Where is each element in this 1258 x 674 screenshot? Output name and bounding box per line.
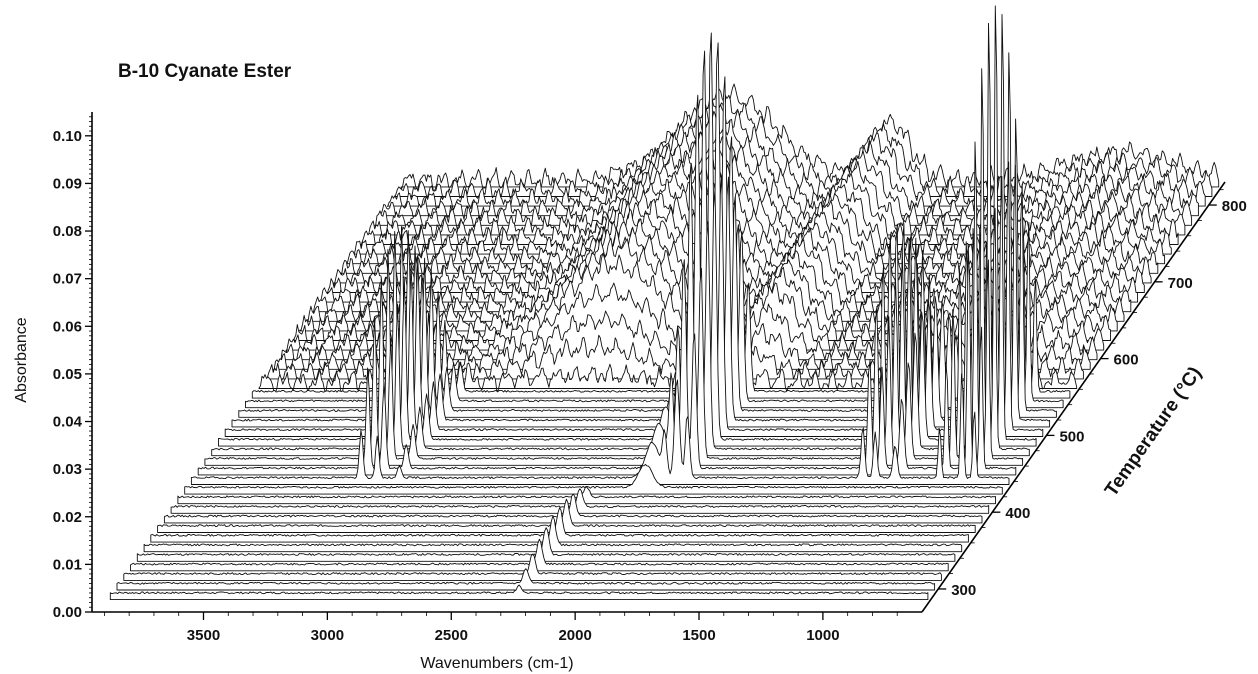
spectrum-trace: [123, 553, 942, 581]
z-tick-label: 700: [1168, 275, 1193, 292]
y-tick-label: 0.00: [53, 604, 82, 621]
z-tick-label: 400: [1005, 505, 1030, 522]
x-tick-label: 1000: [806, 627, 839, 644]
y-tick-label: 0.07: [53, 271, 82, 288]
x-tick-label: 3000: [311, 627, 344, 644]
z-tick-label: 600: [1114, 352, 1139, 369]
x-tick-label: 2000: [558, 627, 591, 644]
spectrum-trace: [204, 141, 1024, 466]
spectra-traces: [109, 5, 1220, 601]
spectrum-trace: [143, 515, 963, 553]
z-tick-label: 500: [1059, 428, 1084, 445]
spectrum-trace: [109, 584, 929, 601]
spectrum-trace: [224, 5, 1044, 437]
spectrum-trace: [170, 488, 990, 514]
chart-title: B-10 Cyanate Ester: [118, 61, 292, 82]
x-axis-label: Wavenumbers (cm-1): [420, 655, 573, 672]
y-tick-label: 0.01: [53, 556, 82, 573]
y-tick-label: 0.03: [53, 461, 82, 478]
spectrum-trace: [116, 568, 936, 591]
y-tick-label: 0.10: [53, 128, 82, 145]
spectrum-trace: [150, 507, 969, 543]
x-axis-ticks: 3500 3000 2500 2000 1500 1000: [103, 612, 898, 644]
x-tick-label: 2500: [435, 627, 468, 644]
y-tick-label: 0.05: [53, 366, 82, 383]
z-tick-label: 300: [951, 582, 976, 599]
z-axis-line: [921, 181, 1226, 613]
spectrum-trace: [211, 68, 1030, 457]
y-axis-label: Absorbance: [13, 317, 30, 402]
spectrum-trace: [136, 527, 956, 562]
spectrum-trace: [177, 486, 996, 505]
z-tick-label: 800: [1222, 198, 1247, 215]
spectrum-trace: [197, 244, 1017, 476]
y-axis-ticks: 0.00 0.01 0.02 0.03 0.04 0.05 0.06 0.07 0.08 0.09…: [53, 116, 92, 621]
y-tick-label: 0.02: [53, 509, 82, 526]
x-tick-label: 3500: [187, 627, 220, 644]
spectrum-trace: [190, 373, 1010, 485]
spectrum-trace: [157, 498, 976, 533]
y-tick-label: 0.06: [53, 318, 82, 335]
z-axis-ticks: 300 400 500 600 700 800: [938, 189, 1247, 599]
spectrum-trace: [218, 22, 1037, 447]
spectrum-trace: [163, 493, 983, 524]
y-tick-label: 0.09: [53, 175, 82, 192]
y-tick-label: 0.08: [53, 223, 82, 240]
y-tick-label: 0.04: [53, 414, 83, 431]
spectrum-trace: [130, 538, 949, 572]
z-axis-label: Temperature (°C): [1101, 363, 1206, 500]
spectrum-trace: [184, 463, 1003, 495]
x-tick-label: 1500: [682, 627, 715, 644]
